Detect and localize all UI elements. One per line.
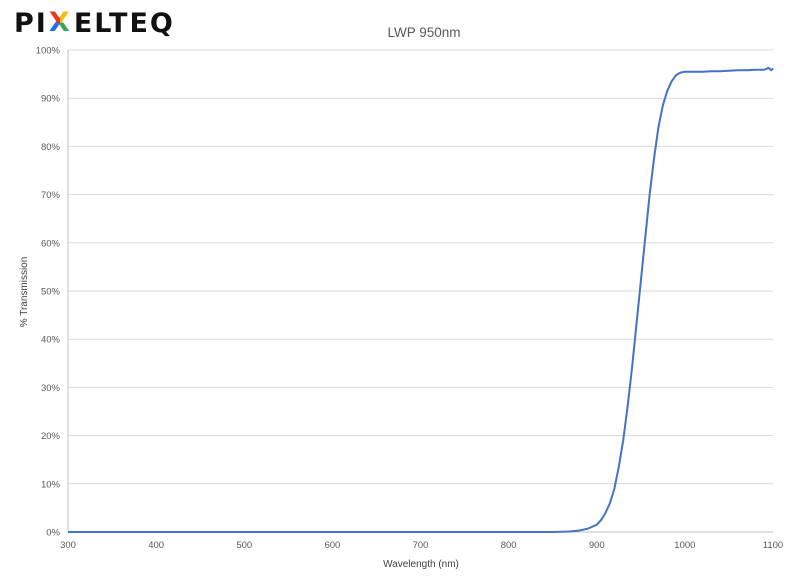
y-tick-label: 80% [41, 142, 61, 153]
series-line [68, 66, 774, 533]
x-tick-label: 900 [589, 540, 605, 551]
y-tick-label: 100% [36, 46, 61, 57]
x-axis-ticks: 300 400 500 600 700 800 900 1000 1100 [60, 540, 783, 551]
logo-x-red: X [48, 7, 72, 38]
gridlines [67, 49, 773, 533]
y-tick-label: 90% [41, 94, 61, 105]
x-tick-label: 300 [60, 540, 76, 551]
y-tick-label: 30% [41, 383, 61, 394]
y-tick-label: 50% [41, 287, 61, 298]
y-tick-label: 0% [46, 528, 60, 539]
y-tick-label: 20% [41, 431, 61, 442]
y-tick-label: 40% [41, 335, 61, 346]
x-tick-label: 800 [501, 540, 517, 551]
plot-area [68, 66, 774, 533]
logo-text-start: PI [14, 7, 48, 39]
logo-text-end: ELTEQ [73, 7, 175, 39]
logo-x-yellow: X [48, 7, 72, 38]
y-axis-label: % Transmission [19, 257, 30, 328]
x-tick-label: 1100 [763, 540, 783, 551]
chart-title: LWP 950nm [387, 25, 460, 40]
pixelteq-logo: PI X X X X ELTEQ [14, 7, 175, 39]
logo-x-green: X [48, 7, 72, 38]
y-axis-ticks: 0% 10% 20% 30% 40% 50% 60% 70% 80% 90% 100% [36, 46, 61, 539]
y-tick-label: 10% [41, 479, 61, 490]
y-tick-label: 70% [41, 190, 61, 201]
x-tick-label: 700 [413, 540, 429, 551]
logo-x-mark: X X X X [49, 10, 73, 36]
x-tick-label: 500 [236, 540, 252, 551]
x-tick-label: 600 [324, 540, 340, 551]
x-axis-label: Wavelength (nm) [383, 559, 459, 570]
x-tick-label: 1000 [674, 540, 695, 551]
y-tick-label: 60% [41, 238, 61, 249]
x-tick-label: 400 [148, 540, 164, 551]
logo-x-blue: X [48, 7, 72, 38]
